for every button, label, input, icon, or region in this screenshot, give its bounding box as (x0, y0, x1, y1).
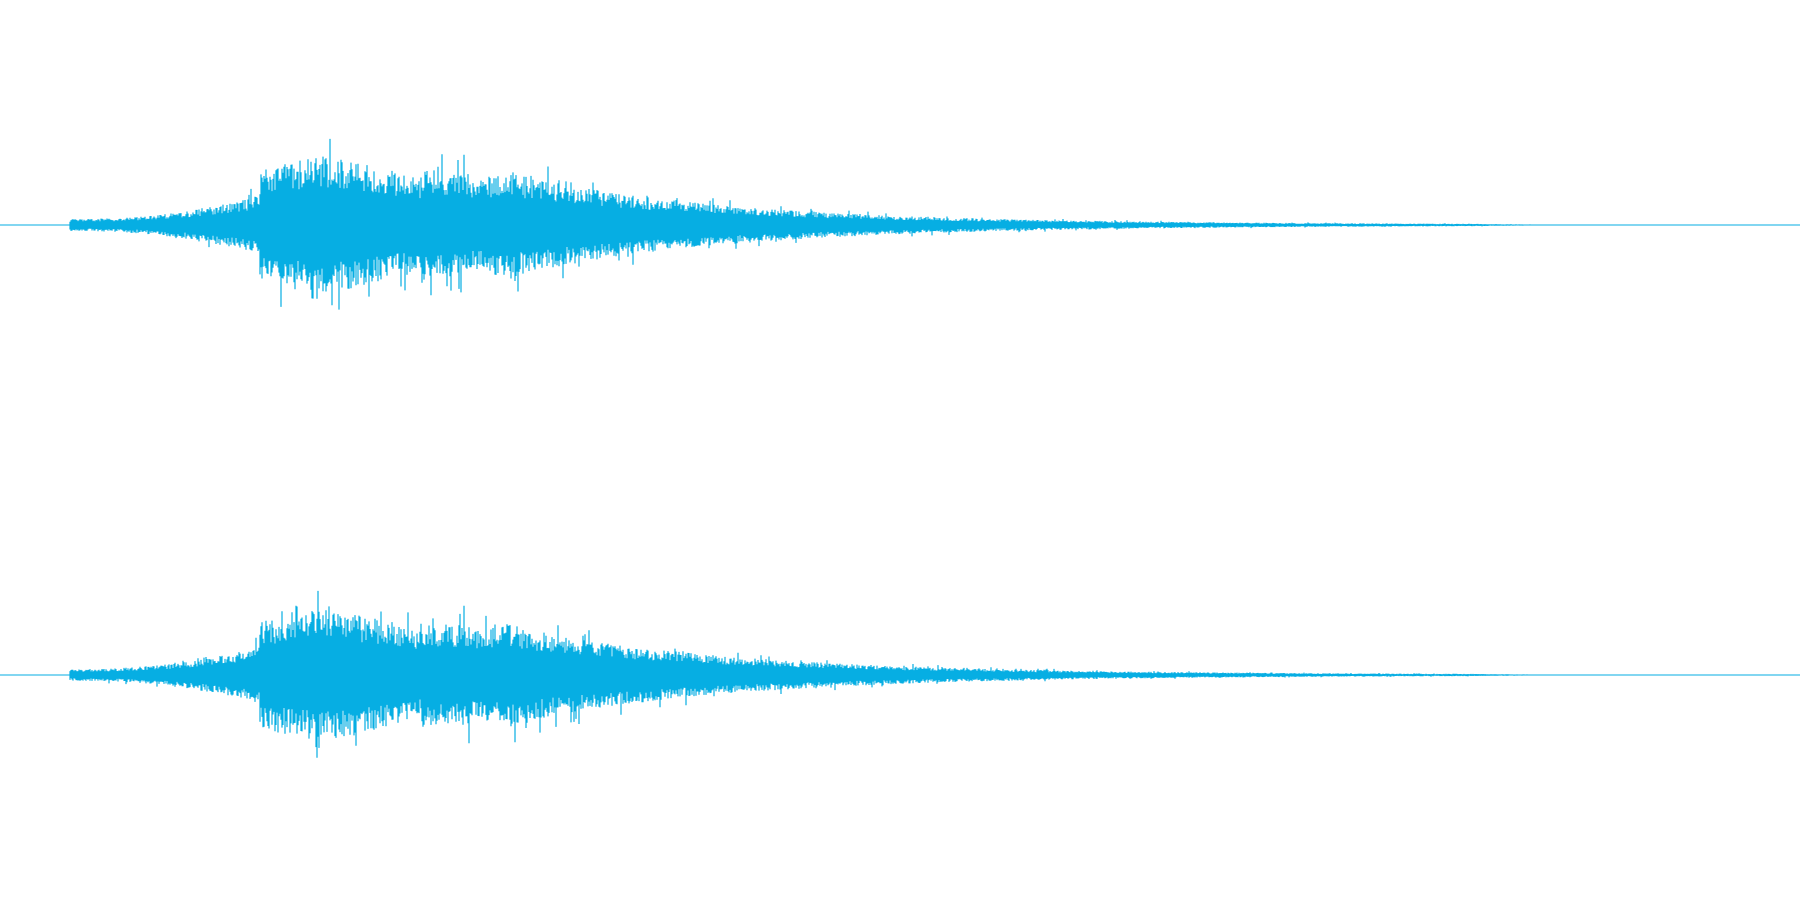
waveform-channel-2 (0, 450, 1800, 900)
waveform-channel-2-plot (0, 590, 1800, 758)
waveform-channel-1 (0, 138, 1800, 310)
waveform-channel-1-plot (0, 138, 1800, 310)
waveform-signal (59, 590, 1553, 758)
waveform-signal (59, 138, 1554, 310)
